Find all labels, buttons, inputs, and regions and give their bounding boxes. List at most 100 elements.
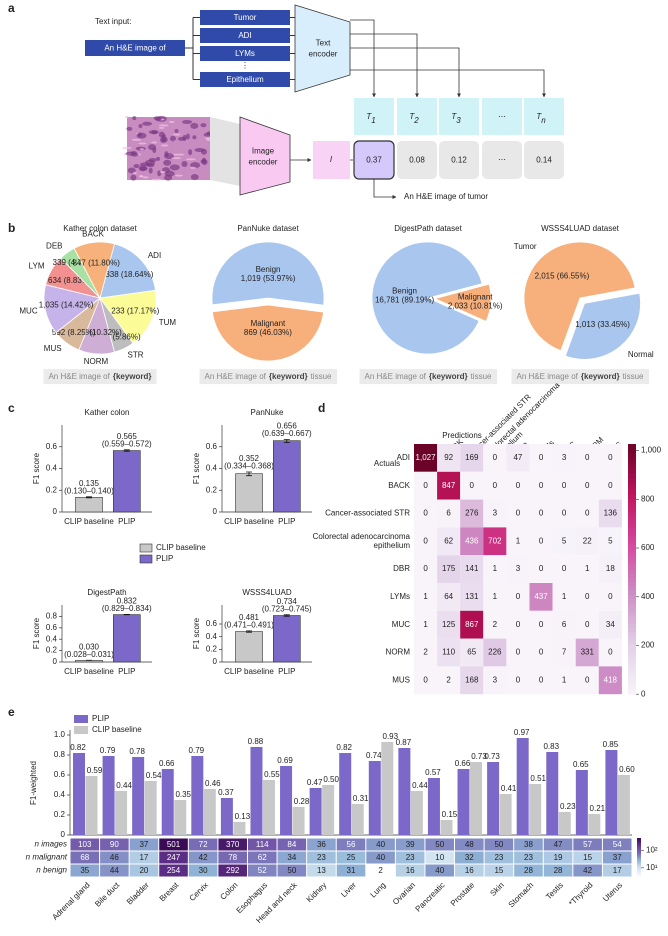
heatmap-cell: [414, 527, 438, 556]
table-cell: [100, 864, 129, 877]
embedding-symbol: T: [451, 112, 457, 121]
table-cell: [455, 851, 484, 864]
cell-label: 0: [539, 620, 544, 629]
tissue-texture: [130, 174, 137, 181]
tissue-texture: [133, 164, 140, 169]
bar: [113, 614, 141, 663]
image-encoder-label-line: encoder: [249, 158, 278, 167]
x-tick-label: CLIP baseline: [224, 517, 274, 526]
table-cell: [573, 838, 602, 851]
cell-label: 169: [465, 453, 479, 462]
text-embedding: T1: [366, 112, 375, 125]
tissue-texture: [185, 133, 190, 140]
heatmap-cell: [437, 610, 461, 639]
heatmap-cell: [598, 610, 622, 639]
y-tick-label: 0.2: [46, 646, 58, 655]
heatmap-cell: [552, 499, 576, 528]
heatmap-cell: [460, 499, 484, 528]
heatmap-cell: [552, 471, 576, 500]
bar: [368, 761, 381, 835]
table-cell-label: 254: [167, 866, 181, 875]
table-cell-label: 28: [554, 866, 563, 875]
tissue-texture: [132, 171, 137, 174]
colorbar-tick-label: 0: [641, 689, 646, 698]
colorbar-strip: [637, 864, 641, 866]
heatmap-cell: [529, 471, 553, 500]
slice-value: 592 (8.25%): [52, 328, 96, 337]
colorbar-strip: [637, 869, 641, 871]
table-cell: [129, 864, 159, 877]
x-tick-label: Skin: [488, 881, 505, 898]
colorbar-strip: [628, 514, 636, 520]
heatmap-cell: [506, 527, 530, 556]
cell-label: 3: [493, 509, 498, 518]
colorbar-strip: [637, 854, 641, 857]
table-cell-label: 23: [524, 853, 533, 862]
cell-label: 0: [608, 481, 613, 490]
colorbar-strip: [637, 840, 641, 843]
text-encoder-label-line: Text: [316, 39, 331, 48]
cell-label: 0: [516, 509, 521, 518]
caption: An H&E image of {keyword} tissue: [517, 372, 645, 381]
heatmap-cell: [575, 555, 599, 583]
slice-value: 1,338 (18.64%): [99, 270, 154, 279]
heatmap-cell: [598, 527, 622, 556]
table-cell-label: 10: [435, 853, 444, 862]
value-label: 0.37: [218, 788, 234, 797]
slice-label: Malignant: [251, 319, 286, 328]
heatmap-cell: [575, 499, 599, 528]
colorbar-strip: [637, 865, 641, 867]
heatmap-cell: [529, 583, 553, 611]
panel-label: e: [8, 705, 15, 719]
colorbar-strip: [628, 623, 636, 628]
bar: [250, 747, 263, 835]
legend-swatch: [139, 554, 153, 564]
value-label: 0.31: [353, 794, 369, 803]
slice-value: 16,781 (89.19%): [375, 296, 434, 305]
bar: [235, 473, 263, 513]
pie-slice: [211, 304, 324, 362]
cell-label: 0: [562, 564, 567, 573]
colorbar-strip: [637, 853, 641, 856]
table-cell: [277, 851, 307, 864]
colorbar-strip: [628, 665, 636, 670]
cell-label: 65: [467, 648, 476, 657]
heatmap-cell: [506, 666, 530, 695]
table-cell: [366, 851, 395, 864]
heatmap-cell: [437, 555, 461, 583]
bar: [85, 776, 98, 835]
colorbar-strip: [637, 848, 641, 851]
caption-box: [359, 369, 498, 385]
panel-label: c: [8, 401, 15, 415]
colorbar-strip: [628, 473, 636, 478]
text-encoder-label: Text encoder: [309, 39, 338, 59]
colorbar-strip: [628, 619, 636, 624]
table-cell: [484, 864, 514, 877]
colorbar-strip: [628, 606, 636, 612]
value-label: 0.23: [560, 802, 576, 811]
similarity: 0.37: [366, 156, 382, 165]
y-tick-label: 0.2: [54, 810, 66, 819]
table-cell: [425, 851, 455, 864]
colorbar-strip: [637, 871, 641, 873]
embedding-symbol: T: [366, 112, 372, 121]
table-cell: [543, 851, 573, 864]
heatmap-cell: [575, 666, 599, 695]
table-cell: [100, 851, 129, 864]
cell-label: 847: [442, 481, 456, 490]
bar: [487, 762, 500, 835]
table-cell: [159, 864, 188, 877]
x-tick-label: Colon: [218, 881, 239, 902]
value-label: 0.83: [543, 742, 559, 751]
keyword: Tumor: [234, 13, 257, 22]
value-label: 0.21: [590, 804, 606, 813]
y-tick-label: 0.6: [206, 442, 218, 451]
tissue-texture: [130, 152, 139, 157]
heatmap-cell: [460, 583, 484, 611]
table-cell: [602, 838, 632, 851]
colorbar-strip: [628, 585, 636, 591]
y-tick-label: 0: [53, 507, 58, 516]
y-tick-label: 0.6: [46, 623, 58, 632]
bar: [233, 822, 246, 835]
value-label: 0.93: [383, 732, 399, 741]
